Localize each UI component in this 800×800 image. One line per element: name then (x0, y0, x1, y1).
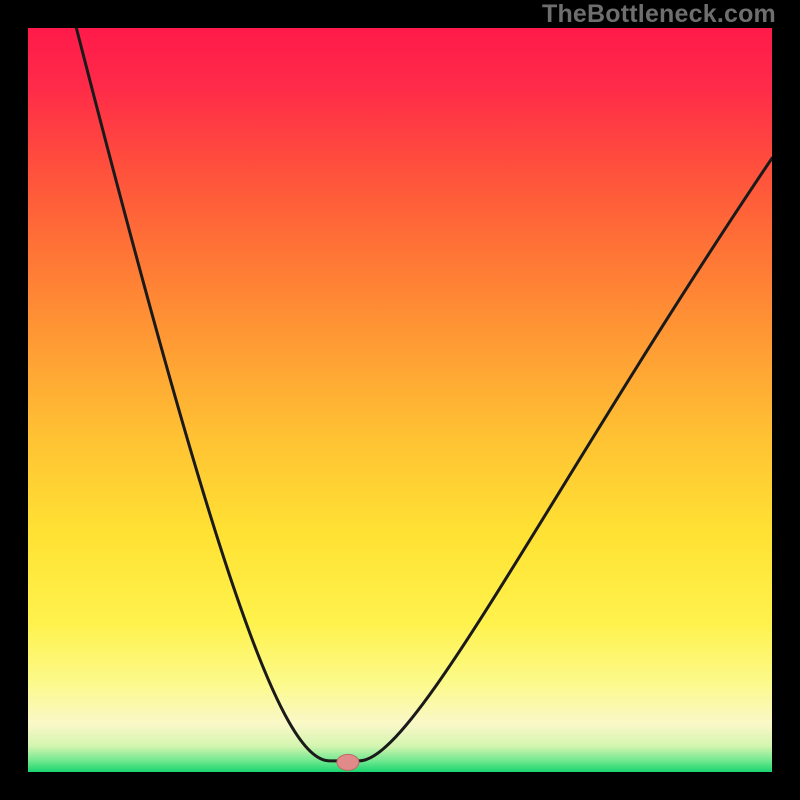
optimum-marker (337, 754, 359, 770)
watermark-text: TheBottleneck.com (542, 0, 776, 29)
chart-frame: TheBottleneck.com (0, 0, 800, 800)
curve-layer (28, 28, 772, 772)
bottleneck-curve (76, 28, 772, 761)
plot-area (28, 28, 772, 772)
